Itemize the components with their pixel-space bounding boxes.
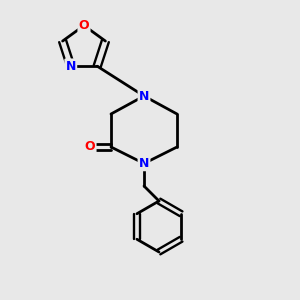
Text: O: O: [85, 140, 95, 154]
Text: N: N: [139, 157, 149, 170]
Text: N: N: [66, 60, 76, 73]
Text: O: O: [79, 19, 89, 32]
Text: N: N: [139, 89, 149, 103]
